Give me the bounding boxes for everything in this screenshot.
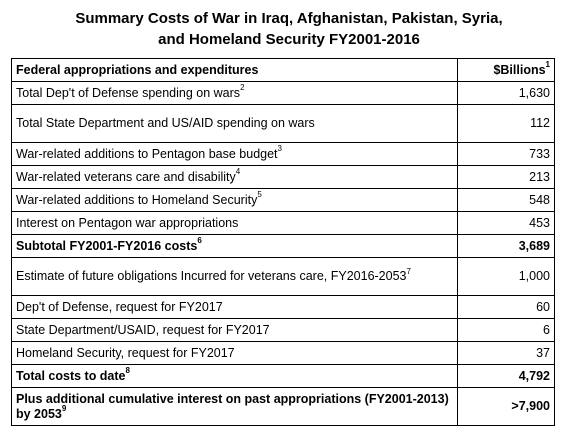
row-label-cell: Total Dep't of Defense spending on wars2	[11, 81, 458, 105]
row-label: Dep't of Defense, request for FY2017	[16, 299, 223, 314]
row-value: 548	[457, 188, 555, 212]
row-value: 6	[457, 318, 555, 342]
table-row: Dep't of Defense, request for FY2017 60	[11, 295, 555, 319]
footnote-marker: 1	[545, 60, 550, 70]
row-label: Total State Department and US/AID spendi…	[16, 116, 315, 130]
row-value: 112	[457, 104, 555, 143]
row-label: Interest on Pentagon war appropriations	[16, 215, 239, 230]
row-label: Plus additional cumulative interest on p…	[16, 391, 449, 421]
footnote-marker: 5	[257, 190, 262, 200]
row-label-cell: Interest on Pentagon war appropriations	[11, 211, 458, 235]
table-row: War-related additions to Homeland Securi…	[11, 188, 555, 212]
row-label: State Department/USAID, request for FY20…	[16, 322, 270, 337]
table-row: Homeland Security, request for FY2017 37	[11, 341, 555, 365]
subtotal-row: Subtotal FY2001-FY2016 costs6 3,689	[11, 234, 555, 258]
header-label-cell: Federal appropriations and expenditures	[11, 58, 458, 82]
row-label-cell: War-related veterans care and disability…	[11, 165, 458, 189]
row-value: 1,000	[457, 257, 555, 296]
footnote-marker: 6	[197, 236, 202, 246]
header-value-cell: $Billions1	[457, 58, 555, 82]
row-value: 60	[457, 295, 555, 319]
row-label-cell: Total State Department and US/AID spendi…	[11, 104, 458, 143]
row-label: Total costs to date	[16, 368, 126, 383]
row-value: 213	[457, 165, 555, 189]
row-label-cell: Total costs to date8	[11, 364, 458, 388]
table-row: State Department/USAID, request for FY20…	[11, 318, 555, 342]
row-value: 1,630	[457, 81, 555, 105]
row-label-cell: Dep't of Defense, request for FY2017	[11, 295, 458, 319]
row-label-cell: Estimate of future obligations Incurred …	[11, 257, 458, 296]
interest-row: Plus additional cumulative interest on p…	[11, 387, 555, 426]
document-title: Summary Costs of War in Iraq, Afghanista…	[0, 8, 578, 50]
row-label: Estimate of future obligations Incurred …	[16, 269, 407, 283]
footnote-marker: 7	[406, 266, 411, 276]
row-label-cell: State Department/USAID, request for FY20…	[11, 318, 458, 342]
header-label: Federal appropriations and expenditures	[16, 62, 259, 77]
row-label: Homeland Security, request for FY2017	[16, 345, 235, 360]
table-row: Total Dep't of Defense spending on wars2…	[11, 81, 555, 105]
row-label: Total Dep't of Defense spending on wars	[16, 85, 241, 100]
table-row: Interest on Pentagon war appropriations …	[11, 211, 555, 235]
footnote-marker: 9	[61, 404, 67, 414]
row-value: 453	[457, 211, 555, 235]
row-value: 4,792	[457, 364, 555, 388]
table-row: Estimate of future obligations Incurred …	[11, 257, 555, 296]
row-label: Subtotal FY2001-FY2016 costs	[16, 238, 198, 253]
row-value: 3,689	[457, 234, 555, 258]
row-label-cell: War-related additions to Pentagon base b…	[11, 142, 458, 166]
row-label-cell: Subtotal FY2001-FY2016 costs6	[11, 234, 458, 258]
row-value: 37	[457, 341, 555, 365]
table-header-row: Federal appropriations and expenditures …	[11, 58, 555, 82]
row-label: War-related additions to Pentagon base b…	[16, 146, 278, 161]
header-value: $Billions	[493, 62, 546, 77]
row-label-cell: Plus additional cumulative interest on p…	[11, 387, 458, 426]
row-label-cell: Homeland Security, request for FY2017	[11, 341, 458, 365]
table-row: War-related additions to Pentagon base b…	[11, 142, 555, 166]
table-row: Total State Department and US/AID spendi…	[11, 104, 555, 143]
table-row: War-related veterans care and disability…	[11, 165, 555, 189]
footnote-marker: 8	[125, 366, 130, 376]
row-value: >7,900	[457, 387, 555, 426]
title-line-1: Summary Costs of War in Iraq, Afghanista…	[75, 10, 503, 27]
title-line-2: and Homeland Security FY2001-2016	[158, 31, 420, 48]
footnote-marker: 4	[235, 167, 241, 177]
total-row: Total costs to date8 4,792	[11, 364, 555, 388]
footnote-marker: 3	[277, 144, 282, 154]
row-label: War-related veterans care and disability	[16, 169, 236, 184]
row-label: War-related additions to Homeland Securi…	[16, 192, 258, 207]
footnote-marker: 2	[240, 83, 245, 93]
cost-table: Federal appropriations and expenditures …	[11, 58, 555, 426]
row-value: 733	[457, 142, 555, 166]
row-label-cell: War-related additions to Homeland Securi…	[11, 188, 458, 212]
